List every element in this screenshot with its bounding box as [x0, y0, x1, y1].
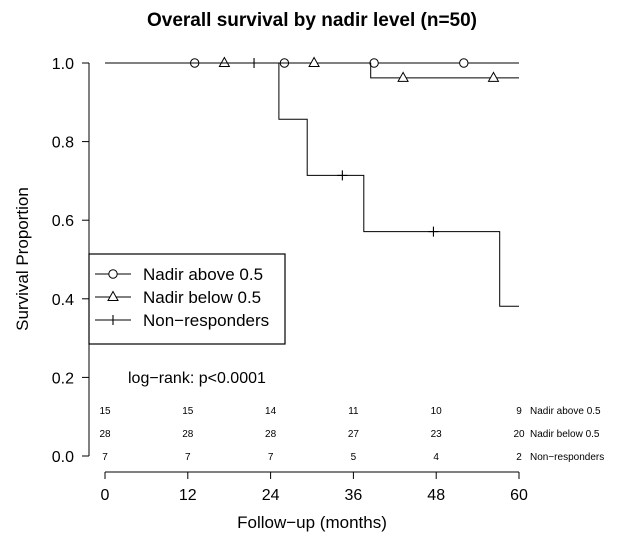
risk-count: 7	[102, 452, 108, 463]
risk-row-label: Nadir below 0.5	[530, 429, 600, 440]
risk-count: 9	[516, 406, 522, 417]
risk-count: 14	[265, 406, 277, 417]
risk-row-label: Non−responders	[530, 452, 604, 463]
risk-count: 28	[265, 429, 277, 440]
legend-marker	[107, 290, 119, 301]
x-tick-label: 60	[510, 487, 528, 504]
risk-count: 23	[431, 429, 443, 440]
censor-mark-non-responders	[337, 170, 348, 181]
risk-count: 15	[99, 406, 111, 417]
censor-mark-nadir-below-0-5	[397, 71, 409, 82]
risk-count: 4	[433, 452, 439, 463]
censor-mark-non-responders	[249, 58, 260, 68]
censor-mark-nadir-below-0-5	[487, 71, 500, 82]
axes: 0.00.20.40.60.81.00 12 24 36 48 60	[52, 56, 528, 504]
risk-count: 2	[516, 452, 522, 463]
risk-count: 28	[99, 429, 111, 440]
y-tick-label: 0.2	[52, 370, 74, 387]
risk-count: 28	[182, 429, 194, 440]
censor-mark-nadir-above-0-5	[459, 58, 469, 68]
x-tick-label: 24	[262, 487, 280, 504]
risk-count: 10	[431, 406, 443, 417]
y-tick-label: 0.6	[52, 213, 74, 230]
legend-box	[88, 253, 286, 345]
legend-marker	[108, 315, 118, 325]
censor-mark-nadir-below-0-5	[218, 56, 231, 67]
legend-label: Nadir below 0.5	[143, 288, 261, 307]
risk-count: 11	[348, 406, 359, 417]
y-tick-label: 0.0	[52, 449, 74, 466]
x-tick-label: 0	[101, 487, 110, 504]
risk-count: 27	[348, 429, 360, 440]
curve-non-responders	[105, 62, 519, 307]
x-axis-label: Follow−up (months)	[237, 513, 387, 532]
censor-mark-non-responders	[428, 226, 439, 237]
chart-title: Overall survival by nadir level (n=50)	[147, 10, 477, 31]
legend-label: Non−responders	[143, 311, 269, 330]
risk-row-label: Nadir above 0.5	[530, 406, 601, 417]
legend-marker	[108, 269, 118, 279]
legend-label: Nadir above 0.5	[143, 265, 263, 284]
x-tick-label: 48	[427, 487, 445, 504]
risk-count: 5	[351, 452, 357, 463]
y-tick-label: 0.4	[52, 292, 74, 309]
risk-count: 20	[513, 429, 525, 440]
y-tick-label: 1.0	[52, 56, 74, 73]
log-rank-annotation: log−rank: p<0.0001	[128, 370, 266, 387]
x-tick-label: 12	[179, 487, 197, 504]
risk-table: 15 15 14 11 10 9 Nadir above 0.528 28 28 27 23 20 Na…	[99, 406, 604, 463]
y-axis-label: Survival Proportion	[13, 187, 32, 331]
y-tick-label: 0.8	[52, 135, 74, 152]
x-tick-label: 36	[345, 487, 363, 504]
risk-count: 15	[182, 406, 194, 417]
risk-count: 7	[185, 452, 191, 463]
legend: Nadir above 0.5 Nadir below 0.5 Non−respon…	[88, 253, 286, 345]
survival-curves	[105, 56, 519, 307]
censor-mark-nadir-below-0-5	[308, 56, 320, 67]
risk-count: 7	[268, 452, 274, 463]
